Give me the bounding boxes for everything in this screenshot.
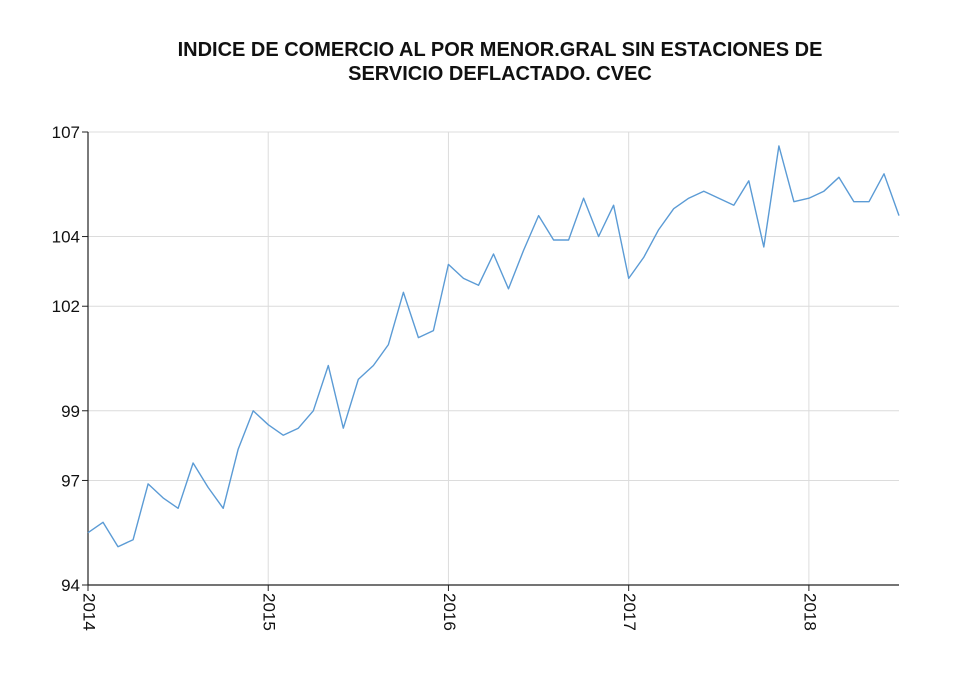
x-tick-label: 2014 <box>80 593 99 631</box>
tick-labels: 94 97 99 102 104 107 2014 2015 2016 2017 2018 <box>52 123 820 631</box>
x-tick-label: 2015 <box>260 593 279 631</box>
axes <box>82 131 899 591</box>
y-tick-label: 107 <box>52 123 80 142</box>
x-tick-label: 2018 <box>800 593 819 631</box>
x-tick-label: 2017 <box>620 593 639 631</box>
x-tick-label: 2016 <box>440 593 459 631</box>
y-tick-label: 94 <box>61 576 80 595</box>
y-tick-label: 104 <box>52 228 80 247</box>
y-tick-label: 99 <box>61 402 80 421</box>
chart-title-line-1: INDICE DE COMERCIO AL POR MENOR.GRAL SIN… <box>177 39 823 61</box>
chart-title-line-2: SERVICIO DEFLACTADO. CVEC <box>348 63 652 85</box>
y-tick-label: 102 <box>52 297 80 316</box>
series-line <box>87 145 900 548</box>
y-tick-label: 97 <box>61 471 80 490</box>
series-layer <box>87 145 900 548</box>
chart-title: INDICE DE COMERCIO AL POR MENOR.GRAL SIN… <box>40 38 960 86</box>
grid <box>88 131 899 585</box>
